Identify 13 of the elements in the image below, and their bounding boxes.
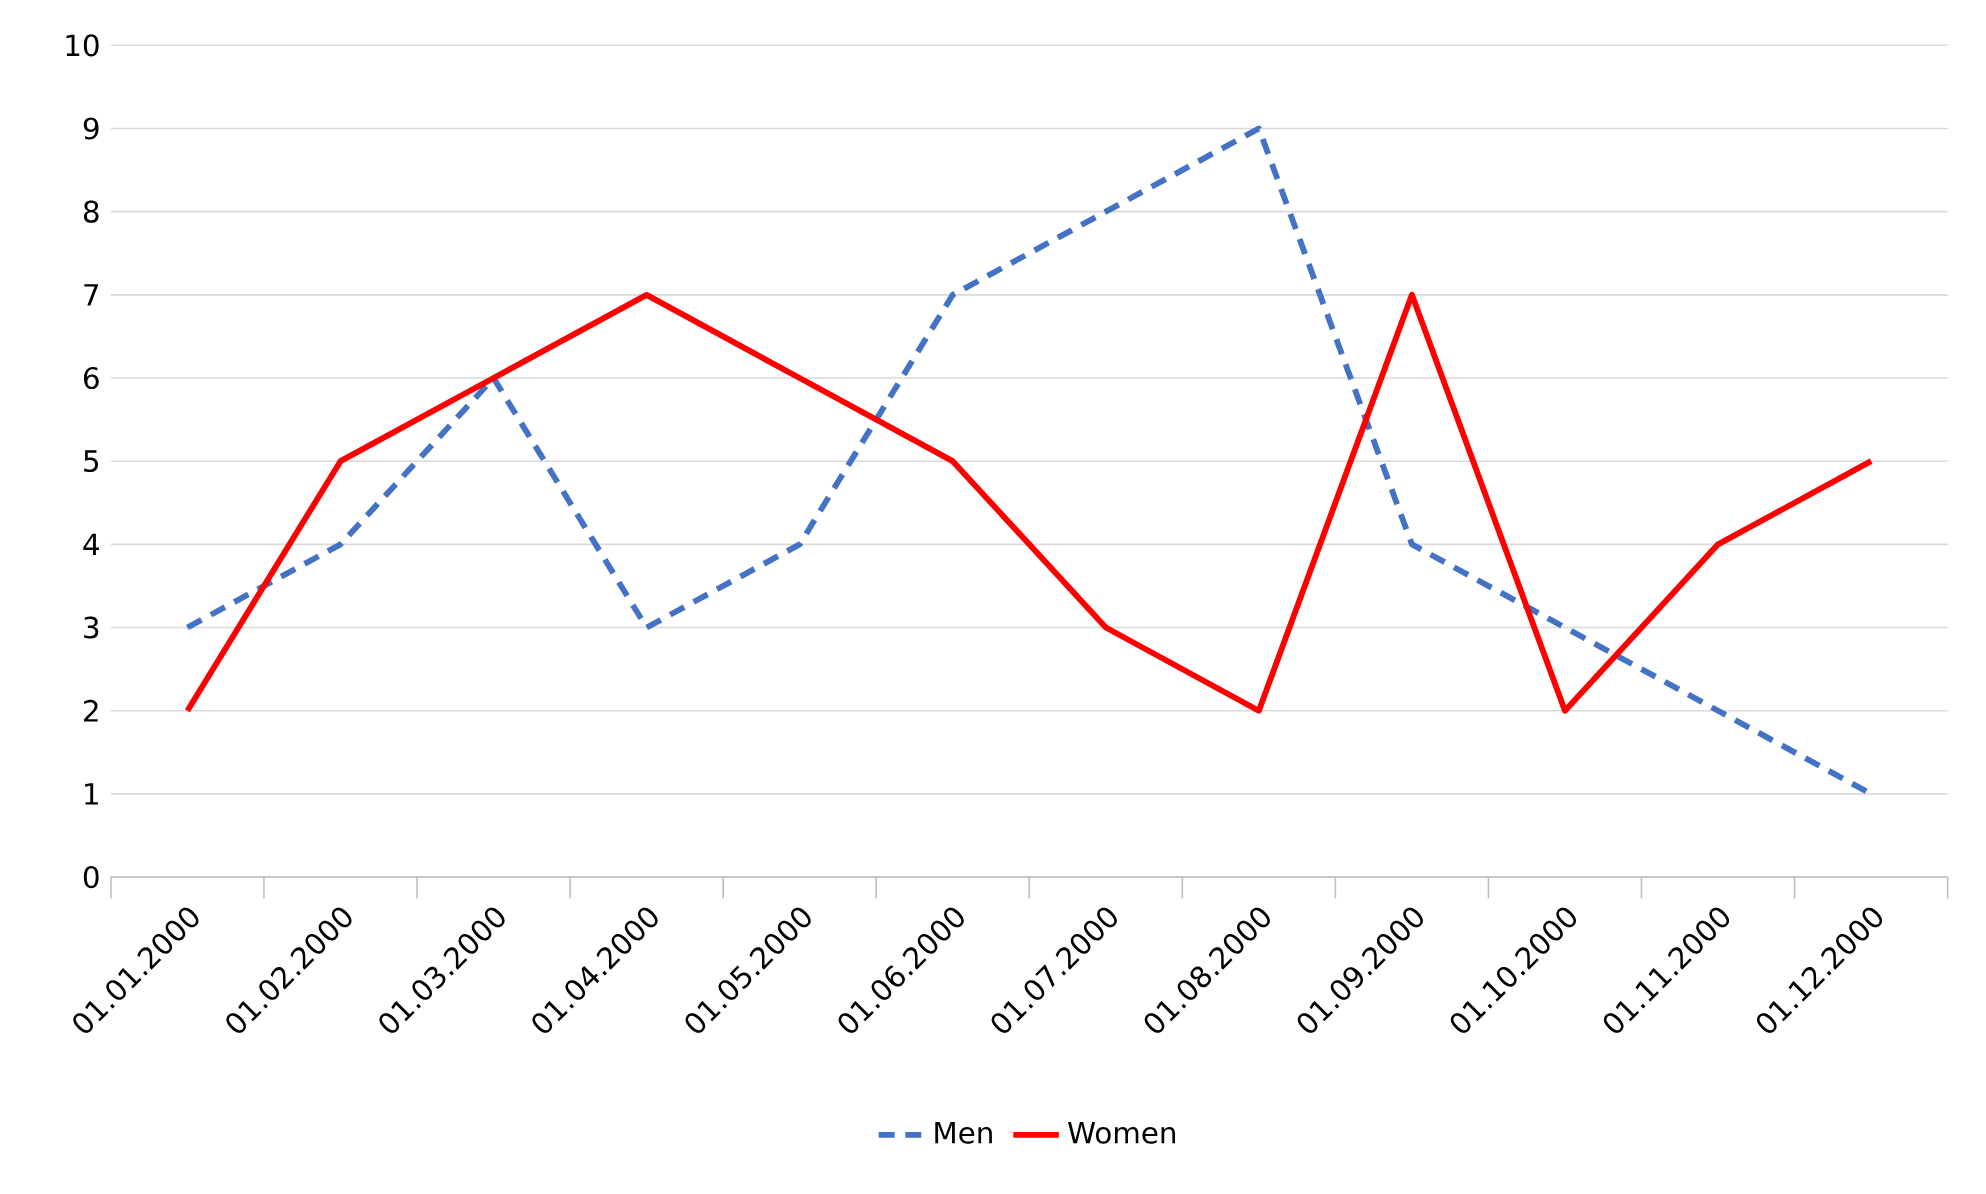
y-tick-label: 1 — [85, 783, 98, 805]
y-tick-label: 5 — [84, 450, 99, 472]
y-tick-label: 0 — [83, 865, 99, 889]
legend-label: Men — [935, 1121, 992, 1144]
y-tick-label: 7 — [84, 284, 99, 306]
y-tick-label: 3 — [84, 616, 99, 639]
y-tick-label: 9 — [83, 117, 99, 140]
y-tick-label: 4 — [83, 533, 99, 555]
y-tick-label: 2 — [84, 699, 98, 722]
y-tick-label: 8 — [83, 200, 99, 223]
y-tick-label: 10 — [66, 34, 99, 57]
legend-label: Women — [1068, 1121, 1175, 1144]
y-tick-label: 6 — [83, 366, 99, 389]
